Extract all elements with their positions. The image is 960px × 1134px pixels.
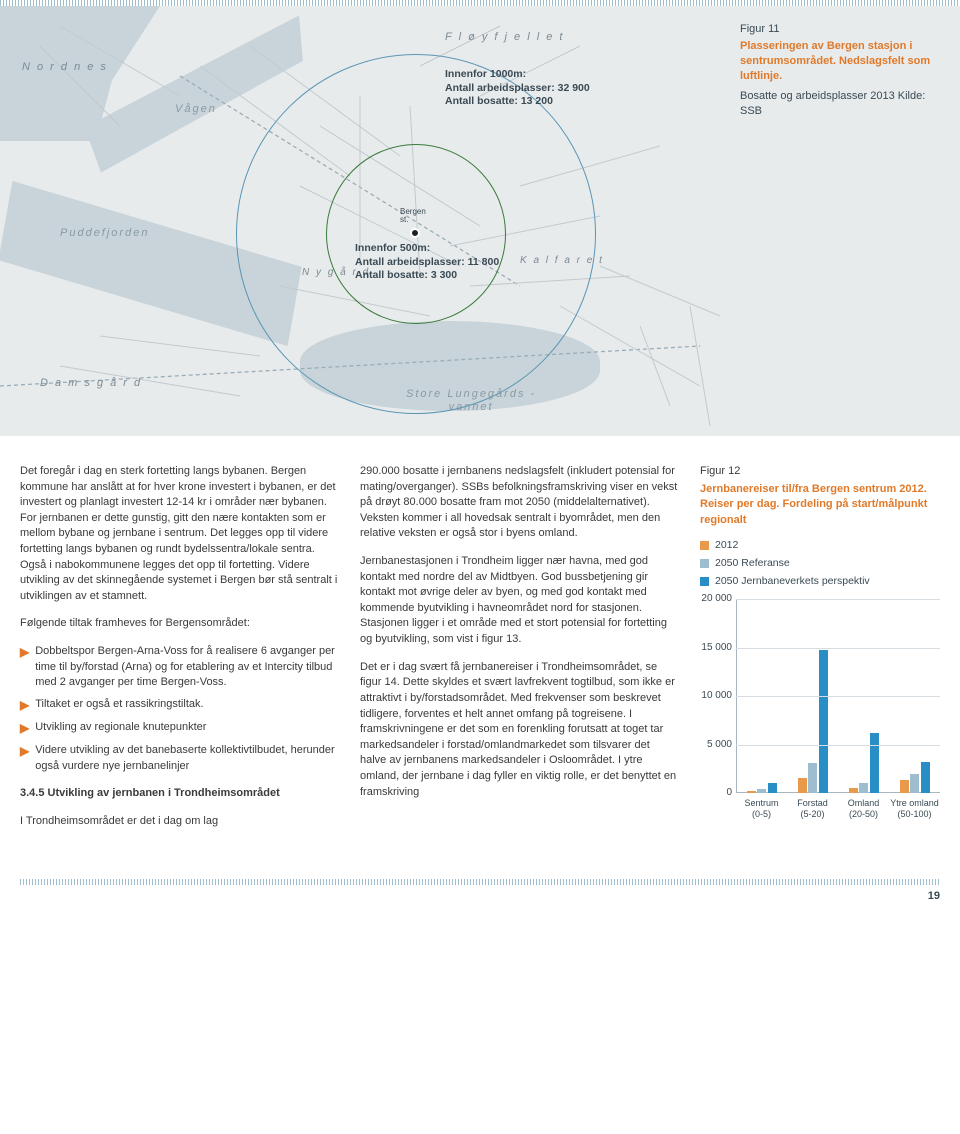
bar [900, 780, 909, 794]
lbl: Store Lungegårds - [406, 388, 536, 401]
bar [757, 789, 766, 793]
bar [768, 783, 777, 793]
bar [819, 650, 828, 794]
bar [910, 774, 919, 793]
t: Antall arbeidsplasser: 32 900 [445, 82, 590, 94]
legend-item: 2050 Jernbaneverkets perspektiv [700, 574, 940, 589]
y-tick-label: 5 000 [700, 738, 732, 752]
x-tick-label: Sentrum(0-5) [736, 798, 787, 819]
box-1000m: Innenfor 1000m: Antall arbeidsplasser: 3… [445, 68, 610, 109]
box-500m: Innenfor 500m: Antall arbeidsplasser: 11… [355, 242, 520, 283]
bullet-list: ▶Dobbeltspor Bergen-Arna-Voss for å real… [20, 644, 338, 774]
para: I Trondheimsområdet er det i dag om lag [20, 814, 338, 830]
para: 290.000 bosatte i jernbanens nedslagsfel… [360, 464, 678, 542]
lbl: st. [400, 216, 426, 224]
para: Jernbanestasjonen i Trondheim ligger nær… [360, 554, 678, 648]
legend-swatch [700, 559, 709, 568]
bar [747, 791, 756, 793]
lbl-puddefjorden: Puddefjorden [60, 226, 149, 241]
bar [870, 733, 879, 793]
figure-11-caption: Figur 11 Plasseringen av Bergen stasjon … [740, 22, 940, 119]
legend-label: 2012 [715, 538, 738, 553]
fig-desc: Plasseringen av Bergen stasjon i sentrum… [740, 39, 940, 84]
fig-source: Bosatte og arbeidsplasser 2013 Kilde: SS… [740, 89, 940, 119]
y-tick-label: 20 000 [700, 592, 732, 606]
lbl-store-lungegard: Store Lungegårds - vannet [406, 388, 536, 413]
subsection-heading: 3.4.5 Utvikling av jernbanen i Trondheim… [20, 786, 338, 802]
bar [921, 762, 930, 793]
x-tick-label: Forstad(5-20) [787, 798, 838, 819]
fig-subtitle: Reiser per dag. Fordeling på start/målpu… [700, 497, 940, 528]
bar [798, 778, 807, 794]
gridline [736, 648, 940, 649]
y-tick-label: 15 000 [700, 641, 732, 655]
bullet-icon: ▶ [20, 644, 29, 691]
legend-label: 2050 Referanse [715, 556, 790, 571]
gridline [736, 696, 940, 697]
column-2: 290.000 bosatte i jernbanens nedslagsfel… [360, 464, 678, 829]
column-1: Det foregår i dag en sterk fortetting la… [20, 464, 338, 829]
bar-chart: Sentrum(0-5)Forstad(5-20)Omland(20-50)Yt… [700, 599, 940, 819]
t: Antall arbeidsplasser: 11 800 [355, 256, 499, 268]
para: Følgende tiltak framheves for Bergensomr… [20, 616, 338, 632]
bullet-icon: ▶ [20, 697, 29, 714]
para: Det er i dag svært få jernbanereiser i T… [360, 660, 678, 800]
legend-swatch [700, 541, 709, 550]
para: Det foregår i dag en sterk fortetting la… [20, 464, 338, 604]
lbl-floyfjellet: F l ø y f j e l l e t [445, 30, 564, 45]
t: Innenfor 1000m: [445, 68, 526, 80]
t: Antall bosatte: 13 200 [445, 95, 553, 107]
bergen-station-label: Bergen st. [400, 208, 426, 225]
lbl-damsgard: D a m s g å r d [40, 376, 142, 391]
legend-item: 2050 Referanse [700, 556, 940, 571]
y-tick-label: 0 [700, 786, 732, 800]
bullet-text: Utvikling av regionale knutepunkter [35, 720, 206, 737]
body-columns: Det foregår i dag en sterk fortetting la… [0, 436, 960, 839]
bullet-text: Dobbeltspor Bergen-Arna-Voss for å reali… [35, 644, 338, 691]
figure-11-map: Bergen st. N o r d n e s Vågen F l ø y f… [0, 6, 960, 436]
y-tick-label: 10 000 [700, 689, 732, 703]
page-number: 19 [0, 885, 960, 916]
lbl-kalfaret: K a l f a r e t [520, 254, 604, 268]
legend-label: 2050 Jernbaneverkets perspektiv [715, 574, 870, 589]
fig-number: Figur 12 [700, 464, 940, 480]
chart-legend: 2012 2050 Referanse 2050 Jernbaneverkets p… [700, 538, 940, 589]
column-3-chart: Figur 12 Jernbanereiser til/fra Bergen s… [700, 464, 940, 829]
t: Innenfor 500m: [355, 242, 430, 254]
bullet-text: Tiltaket er også et rassikringstiltak. [35, 697, 203, 714]
lbl-vagen: Vågen [175, 102, 217, 117]
x-tick-label: Omland(20-50) [838, 798, 889, 819]
x-tick-label: Ytre omland(50-100) [889, 798, 940, 819]
legend-item: 2012 [700, 538, 940, 553]
legend-swatch [700, 577, 709, 586]
bergen-station-dot [410, 228, 420, 238]
fig-number: Figur 11 [740, 23, 780, 35]
lbl: vannet [406, 401, 536, 414]
gridline [736, 599, 940, 600]
x-axis-labels: Sentrum(0-5)Forstad(5-20)Omland(20-50)Yt… [736, 798, 940, 819]
gridline [736, 745, 940, 746]
bar [859, 783, 868, 794]
fig-title: Jernbanereiser til/fra Bergen sentrum 20… [700, 482, 940, 498]
lbl-nordnes: N o r d n e s [22, 60, 108, 75]
bullet-text: Videre utvikling av det banebaserte koll… [35, 743, 338, 774]
t: Antall bosatte: 3 300 [355, 269, 457, 281]
bar [849, 788, 858, 793]
bullet-icon: ▶ [20, 743, 29, 774]
bar [808, 763, 817, 793]
bullet-icon: ▶ [20, 720, 29, 737]
